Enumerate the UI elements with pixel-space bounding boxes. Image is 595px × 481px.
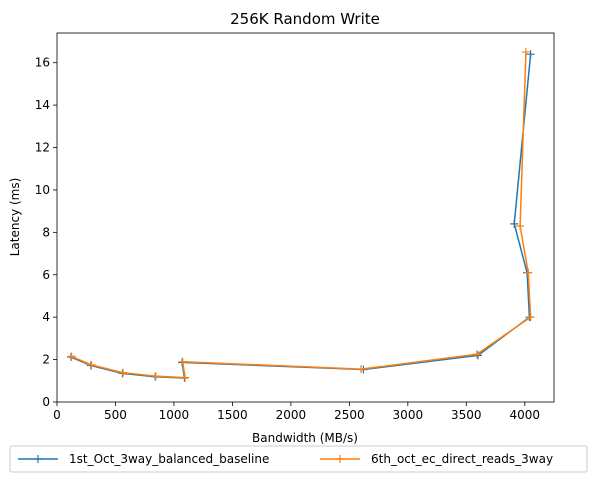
y-tick-label: 0 bbox=[42, 395, 50, 409]
x-tick-label: 3500 bbox=[451, 408, 482, 422]
series-2-point bbox=[516, 221, 525, 230]
series-line-2 bbox=[71, 52, 532, 379]
x-tick-label: 500 bbox=[104, 408, 127, 422]
x-tick-label: 1000 bbox=[159, 408, 190, 422]
legend-marker-1 bbox=[34, 455, 42, 463]
series-1-point bbox=[526, 50, 535, 59]
series-2-point bbox=[151, 372, 160, 381]
legend-marker-2 bbox=[336, 455, 344, 463]
x-tick-label: 4000 bbox=[509, 408, 540, 422]
series-2-point bbox=[67, 352, 76, 361]
series-2-point bbox=[521, 48, 530, 57]
x-tick-label: 0 bbox=[53, 408, 61, 422]
x-axis-label: Bandwidth (MB/s) bbox=[252, 431, 358, 445]
plot-frame bbox=[56, 32, 555, 403]
y-tick-label: 16 bbox=[35, 56, 50, 70]
y-axis-label: Latency (ms) bbox=[8, 178, 22, 257]
plot-area: 0 500 1000 1500 2000 2500 3000 3500 4000 0 2 4 6 8 10 1… bbox=[35, 32, 555, 422]
x-tick-label: 2000 bbox=[276, 408, 307, 422]
series-1-point bbox=[510, 219, 519, 228]
y-tick-label: 2 bbox=[42, 353, 50, 367]
y-tick-label: 14 bbox=[35, 98, 50, 112]
series-2-point bbox=[524, 268, 533, 277]
series-2-point bbox=[472, 350, 481, 359]
y-tick-label: 6 bbox=[42, 268, 50, 282]
series-2-point bbox=[526, 313, 535, 322]
y-tick-label: 10 bbox=[35, 183, 50, 197]
legend: 1st_Oct_3way_balanced_baseline 6th_oct_ec… bbox=[9, 445, 588, 473]
chart-title: 256K Random Write bbox=[230, 10, 380, 28]
legend-box bbox=[9, 445, 588, 473]
series-line-1 bbox=[70, 54, 532, 379]
series-2-point bbox=[178, 357, 187, 366]
x-tick-label: 1500 bbox=[217, 408, 248, 422]
y-tick-label: 12 bbox=[35, 141, 50, 155]
series-2-point bbox=[181, 373, 190, 382]
x-tick-label: 3000 bbox=[393, 408, 424, 422]
series-2-point bbox=[357, 365, 366, 374]
series-2-point bbox=[87, 360, 96, 369]
series-2-point bbox=[119, 368, 128, 377]
legend-label-1: 1st_Oct_3way_balanced_baseline bbox=[69, 452, 269, 466]
y-tick-label: 4 bbox=[42, 310, 50, 324]
legend-label-2: 6th_oct_ec_direct_reads_3way bbox=[371, 452, 553, 466]
x-tick-label: 2500 bbox=[334, 408, 365, 422]
y-tick-label: 8 bbox=[42, 225, 50, 239]
